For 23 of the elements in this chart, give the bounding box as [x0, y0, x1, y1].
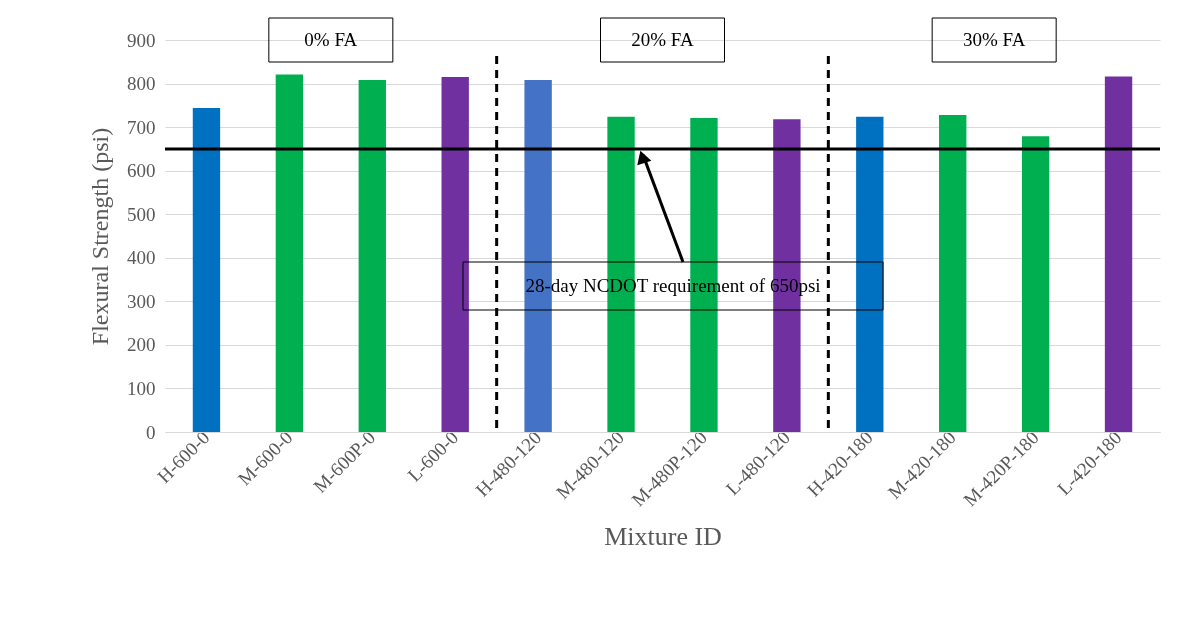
y-tick-label: 900 — [127, 29, 156, 51]
y-tick-label: 300 — [127, 290, 156, 312]
bar — [192, 107, 221, 432]
x-axis-title: Mixture ID — [604, 522, 722, 552]
bar — [1104, 76, 1133, 432]
y-tick-label: 100 — [127, 377, 156, 399]
y-tick-label: 500 — [127, 203, 156, 225]
y-tick-label: 800 — [127, 73, 156, 95]
bar — [856, 116, 884, 432]
bar — [275, 74, 304, 432]
bar — [939, 114, 967, 432]
y-tick-label: 0 — [146, 421, 156, 443]
annotation: 0% FA — [304, 29, 358, 50]
bar — [358, 80, 386, 432]
y-tick-label: 200 — [127, 334, 156, 356]
annotation: 20% FA — [631, 29, 694, 50]
annotation: 30% FA — [962, 29, 1026, 50]
y-axis-title: Flexural Strength (psi) — [87, 127, 113, 346]
y-tick-label: 700 — [127, 116, 156, 138]
y-tick-label: 400 — [127, 247, 156, 269]
bar — [1021, 136, 1050, 432]
y-tick-label: 600 — [127, 160, 156, 182]
bar — [441, 77, 469, 432]
